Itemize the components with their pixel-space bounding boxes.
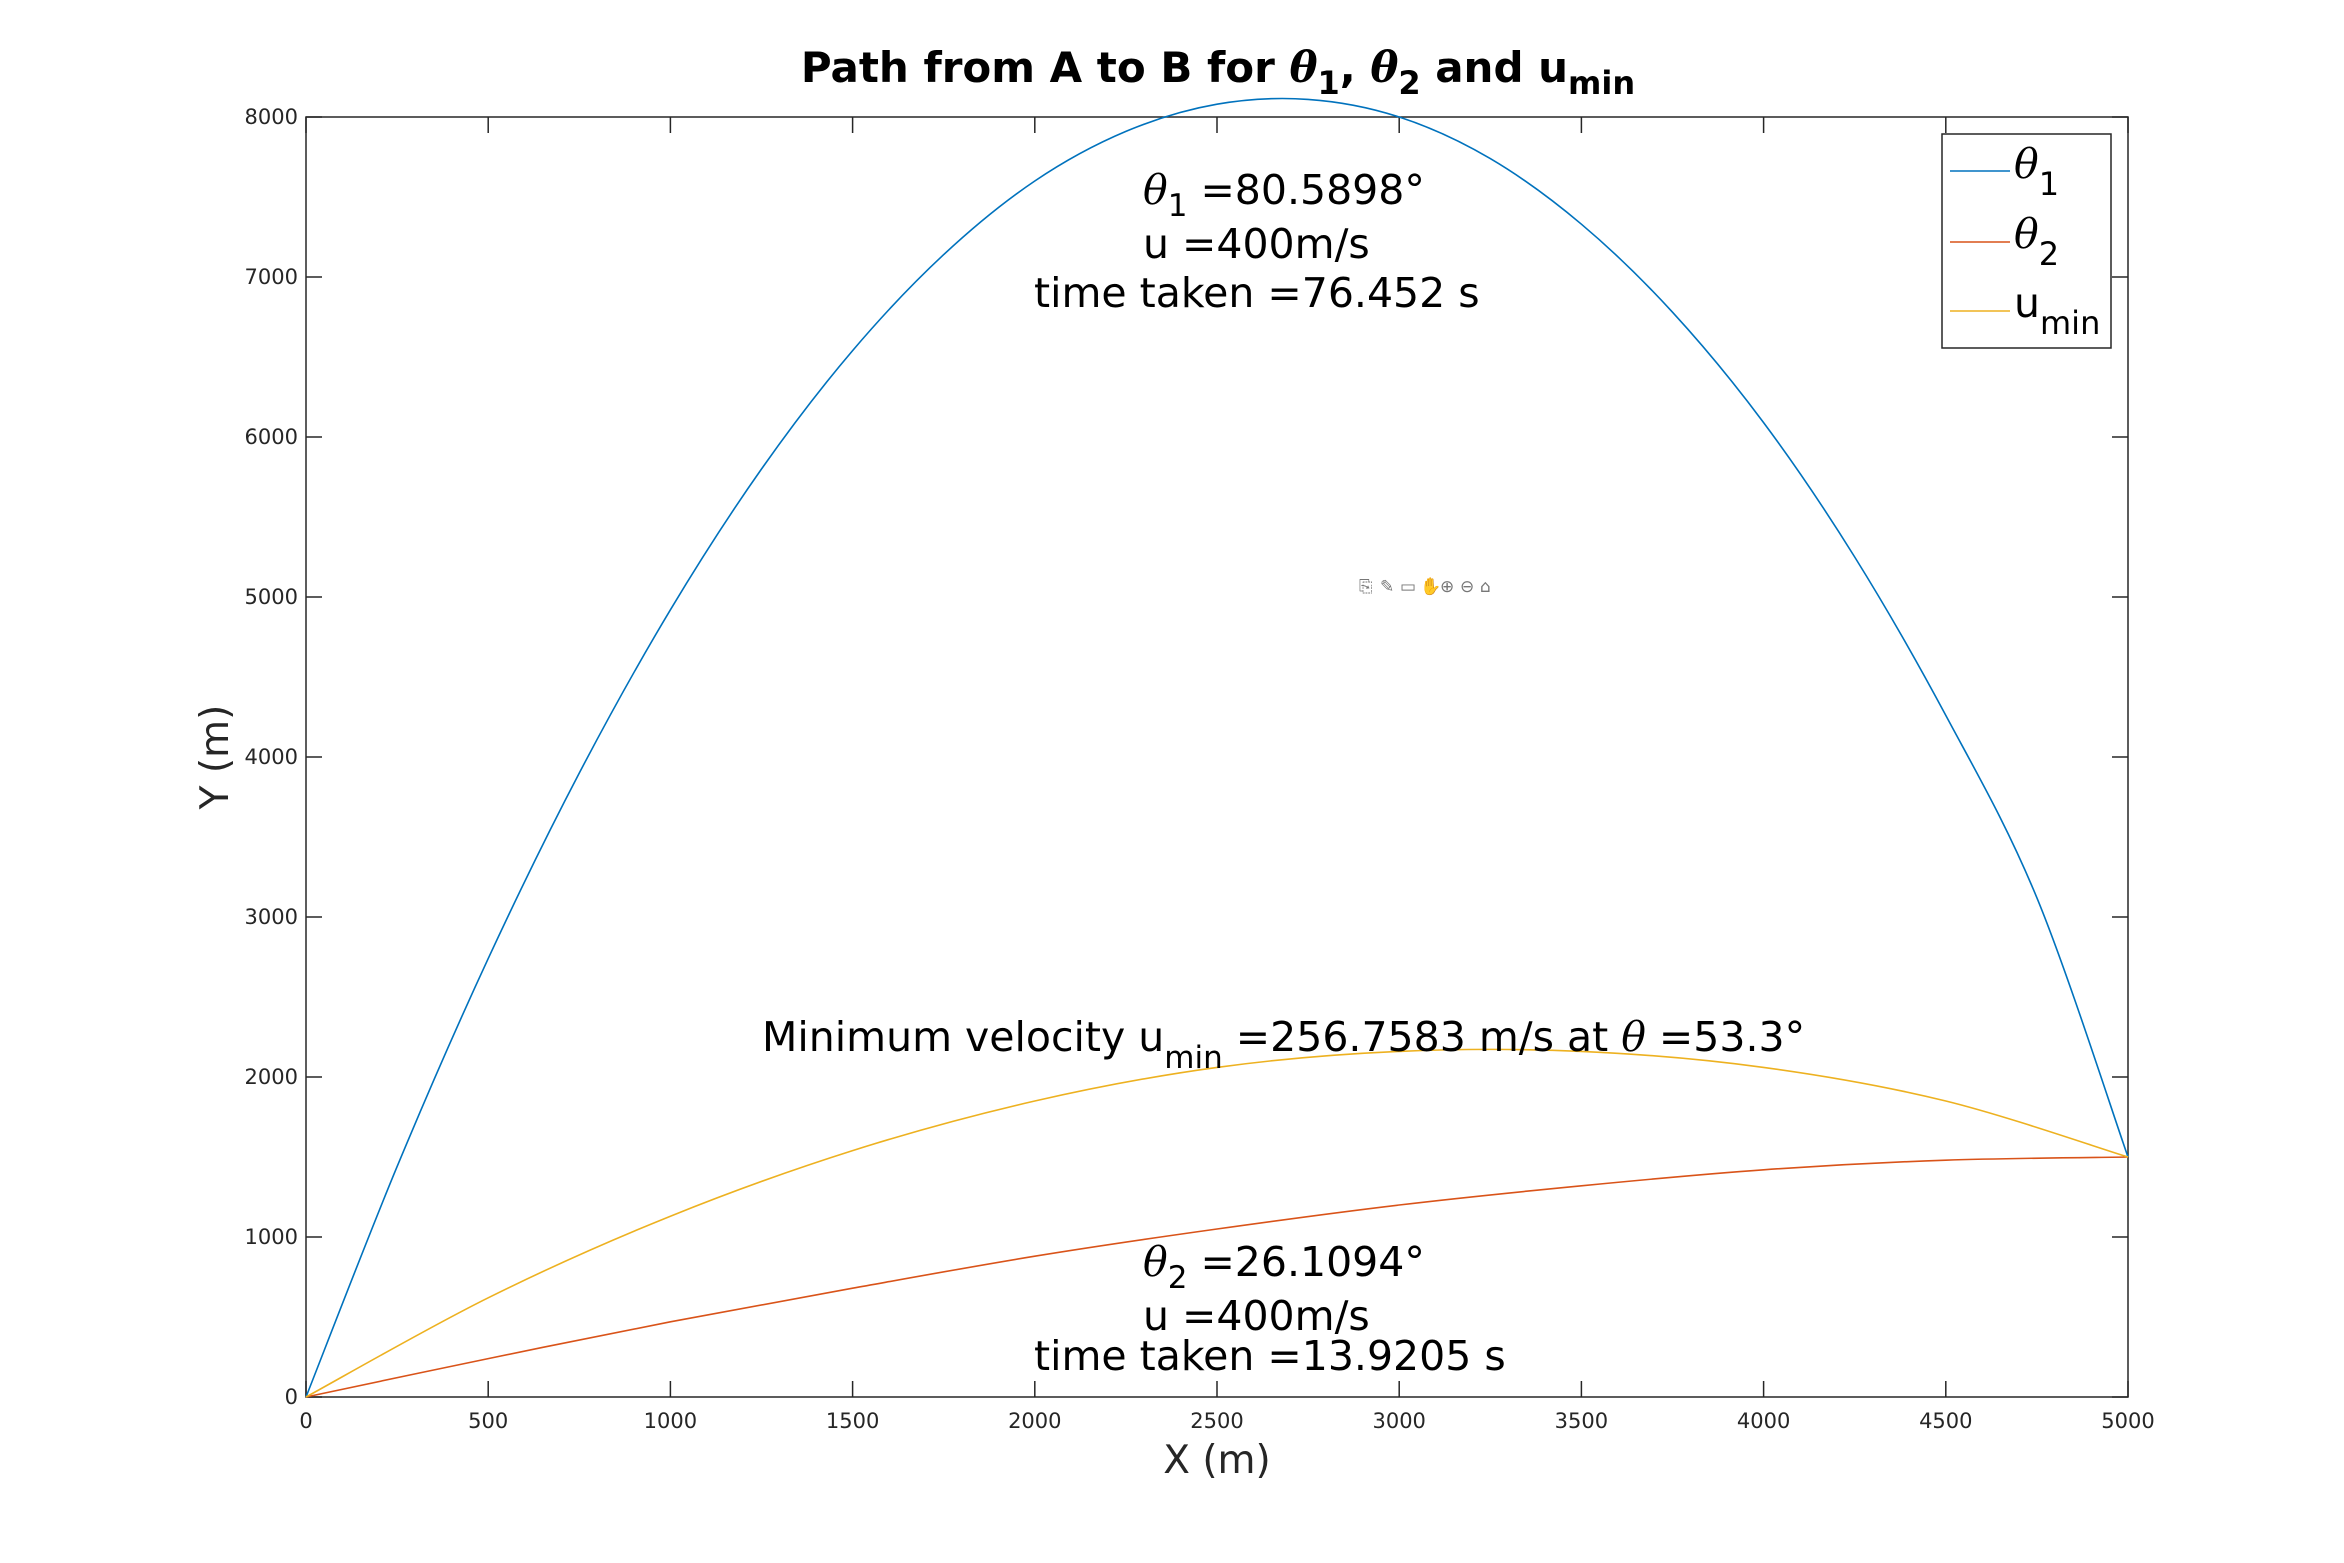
x-tick-label: 1500 <box>826 1409 879 1433</box>
zoom-out-icon[interactable]: ⊖ <box>1460 577 1474 597</box>
y-tick-label: 8000 <box>245 105 298 129</box>
chart-title: Path from A to B for θ1, θ2 and umin <box>801 43 1635 102</box>
home-icon[interactable]: ⌂ <box>1480 577 1491 597</box>
y-tick-label: 2000 <box>245 1065 298 1089</box>
x-tick-label: 0 <box>299 1409 312 1433</box>
x-tick-labels: 0 500 1000 1500 2000 2500 3000 3500 4000 4500 5000 <box>299 1409 2154 1433</box>
y-tick-label: 0 <box>285 1385 298 1409</box>
annotation-theta1: θ1 =80.5898° u =400m/s time taken =76.45… <box>1034 166 1480 317</box>
x-tick-label: 4500 <box>1919 1409 1972 1433</box>
y-tick-labels: 0 1000 2000 3000 4000 5000 6000 7000 8000 <box>245 105 298 1409</box>
series-umin-line <box>305 1048 2129 1398</box>
axis-ticks <box>305 116 2129 1398</box>
series-group <box>305 97 2129 1398</box>
plot-area <box>305 116 2129 1398</box>
series-theta2-line <box>305 1156 2129 1398</box>
x-tick-label: 2000 <box>1008 1409 1061 1433</box>
y-tick-label: 1000 <box>245 1225 298 1249</box>
axes-toolbar[interactable]: ⎘ ✎ ▭ ✋ ⊕ ⊖ ⌂ <box>1359 576 1491 597</box>
export-icon[interactable]: ⎘ <box>1359 577 1373 597</box>
y-tick-label: 3000 <box>245 905 298 929</box>
data-tips-icon[interactable]: ▭ <box>1400 577 1416 597</box>
annotation-umin: Minimum velocity umin =256.7583 m/s at θ… <box>762 1013 1805 1076</box>
zoom-in-icon[interactable]: ⊕ <box>1440 577 1454 597</box>
legend-label-theta2: θ2 <box>2014 210 2059 273</box>
x-axis-label: X (m) <box>1163 1438 1271 1483</box>
annotation-theta2-line2: u =400m/s <box>1143 1292 1370 1340</box>
annotation-theta1-line1: θ1 =80.5898° <box>1143 166 1425 224</box>
x-tick-label: 3500 <box>1555 1409 1608 1433</box>
legend-label-umin: umin <box>2014 279 2100 342</box>
y-tick-label: 4000 <box>245 745 298 769</box>
annotation-theta2-line1: θ2 =26.1094° <box>1143 1238 1425 1296</box>
x-tick-label: 1000 <box>644 1409 697 1433</box>
x-tick-label: 500 <box>468 1409 508 1433</box>
annotation-theta1-line2: u =400m/s <box>1143 220 1370 268</box>
y-tick-label: 5000 <box>245 585 298 609</box>
brush-icon[interactable]: ✎ <box>1380 577 1394 597</box>
x-tick-label: 3000 <box>1372 1409 1425 1433</box>
y-tick-label: 7000 <box>245 265 298 289</box>
x-tick-label: 4000 <box>1737 1409 1790 1433</box>
annotation-theta1-line3: time taken =76.452 s <box>1034 269 1480 317</box>
legend-box <box>1941 133 2112 349</box>
legend-label-theta1: θ1 <box>2014 140 2059 203</box>
x-tick-label: 2500 <box>1190 1409 1243 1433</box>
y-axis-label: Y (m) <box>193 705 238 811</box>
pan-icon[interactable]: ✋ <box>1420 576 1441 597</box>
x-tick-label: 5000 <box>2101 1409 2154 1433</box>
legend: θ1 θ2 umin <box>1941 133 2112 349</box>
series-theta1-line <box>305 97 2129 1398</box>
y-tick-label: 6000 <box>245 425 298 449</box>
annotation-theta2: θ2 =26.1094° u =400m/s time taken =13.92… <box>1034 1238 1506 1380</box>
annotation-theta2-line3: time taken =13.9205 s <box>1034 1332 1506 1380</box>
